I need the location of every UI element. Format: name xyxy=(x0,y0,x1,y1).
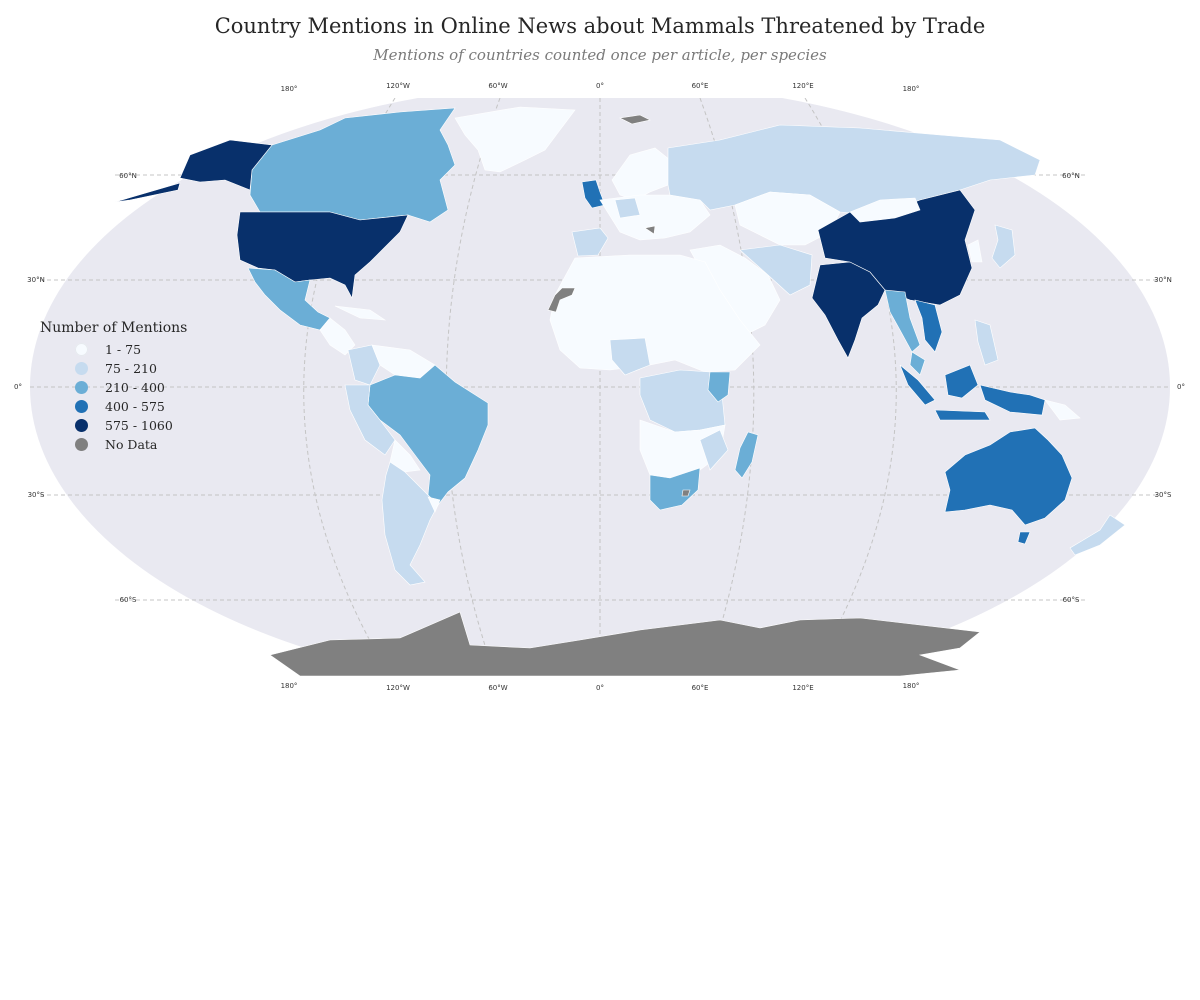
country-myanmar-thailand xyxy=(884,289,921,353)
country-indonesia-java xyxy=(934,409,991,421)
country-madagascar xyxy=(734,431,759,479)
country-kazakhstan xyxy=(734,191,841,246)
lon-label: 120°E xyxy=(792,82,813,90)
lat-label: 30°S xyxy=(1155,491,1172,499)
lon-label: 120°E xyxy=(792,684,813,692)
lon-label: 0° xyxy=(596,82,604,90)
country-tasmania xyxy=(1017,531,1031,545)
country-malaysia xyxy=(909,351,926,376)
country-korea xyxy=(967,239,983,263)
country-philippines xyxy=(974,319,999,366)
country-svalbard xyxy=(619,114,651,125)
right-lat-labels: 60°N 30°N 0° 30°S 60°S xyxy=(1062,172,1185,604)
legend-swatch xyxy=(75,419,88,432)
country-indonesia-borneo xyxy=(944,364,979,399)
lon-label: 180° xyxy=(281,682,298,690)
country-brazil xyxy=(367,364,489,506)
country-mongolia xyxy=(849,197,921,223)
legend-item: 400 - 575 xyxy=(40,397,187,416)
map-subtitle: Mentions of countries counted once per a… xyxy=(373,46,827,64)
lat-label: 0° xyxy=(1177,383,1185,391)
country-kenya xyxy=(707,371,731,403)
legend-swatch xyxy=(75,381,88,394)
country-bolivia xyxy=(389,439,421,473)
country-western-sahara xyxy=(547,287,576,313)
lon-label: 180° xyxy=(903,682,920,690)
lat-label: 60°N xyxy=(119,172,137,180)
country-vietnam xyxy=(914,299,943,353)
country-central-america xyxy=(319,317,356,356)
map-legend: Number of Mentions 1 - 75 75 - 210 210 - 4… xyxy=(40,320,187,454)
country-greenland xyxy=(454,106,576,173)
country-small-nodata-1 xyxy=(644,225,656,235)
country-iran xyxy=(739,244,813,296)
country-uruguay xyxy=(427,496,441,513)
lon-label: 60°E xyxy=(692,82,709,90)
map-title: Country Mentions in Online News about Ma… xyxy=(214,14,986,38)
legend-label: No Data xyxy=(105,437,158,452)
legend-label: 210 - 400 xyxy=(105,380,165,395)
country-japan xyxy=(991,224,1016,269)
lat-label: 30°N xyxy=(1154,276,1172,284)
country-germany xyxy=(614,197,641,219)
legend-item: 1 - 75 xyxy=(40,340,187,359)
country-canada xyxy=(249,107,456,223)
country-new-zealand xyxy=(1069,514,1126,556)
legend-label: 575 - 1060 xyxy=(105,418,173,433)
legend-item: No Data xyxy=(40,435,187,454)
country-argentina xyxy=(381,461,439,586)
legend-items: 1 - 75 75 - 210 210 - 400 400 - 575 575 - 10… xyxy=(40,340,187,454)
legend-swatch xyxy=(75,400,88,413)
lat-label: 30°S xyxy=(28,491,45,499)
legend-swatch xyxy=(75,438,88,451)
lat-label: 60°S xyxy=(120,596,137,604)
countries xyxy=(114,106,1126,676)
lon-label: 120°W xyxy=(386,684,410,692)
top-lon-labels: 180° 120°W 60°W 0° 60°E 120°E 180° xyxy=(281,82,920,93)
lon-label: 180° xyxy=(903,85,920,93)
country-south-africa xyxy=(649,467,701,511)
legend-label: 75 - 210 xyxy=(105,361,157,376)
country-png xyxy=(1044,399,1081,421)
country-australia xyxy=(944,427,1073,526)
country-lesotho xyxy=(681,489,691,497)
bottom-lon-labels: 180° 120°W 60°W 0° 60°E 120°E 180° xyxy=(281,682,920,692)
country-usa xyxy=(236,211,409,299)
country-colombia xyxy=(347,344,381,386)
lat-label: 30°N xyxy=(27,276,45,284)
legend-swatch xyxy=(75,362,88,375)
country-nigeria xyxy=(609,337,651,376)
country-usa-alaska-islands xyxy=(114,182,181,203)
country-usa-alaska xyxy=(179,139,273,191)
left-lat-labels: 60°N 30°N 0° 30°S 60°S xyxy=(14,172,137,604)
legend-item: 575 - 1060 xyxy=(40,416,187,435)
legend-swatch xyxy=(75,343,88,356)
country-indonesia-east xyxy=(979,384,1046,416)
legend-title: Number of Mentions xyxy=(40,320,188,336)
lon-label: 60°W xyxy=(488,82,507,90)
lat-label: 0° xyxy=(14,383,22,391)
lon-label: 60°E xyxy=(692,684,709,692)
legend-item: 75 - 210 xyxy=(40,359,187,378)
country-iberia xyxy=(571,227,609,257)
lat-label: 60°N xyxy=(1062,172,1080,180)
country-mozambique xyxy=(699,429,729,471)
country-antarctica xyxy=(269,611,981,676)
country-caribbean xyxy=(334,305,387,321)
lon-label: 60°W xyxy=(488,684,507,692)
lon-label: 120°W xyxy=(386,82,410,90)
lon-label: 0° xyxy=(596,684,604,692)
legend-label: 1 - 75 xyxy=(105,342,142,357)
lon-label: 180° xyxy=(281,85,298,93)
legend-item: 210 - 400 xyxy=(40,378,187,397)
country-indonesia-sumatra xyxy=(899,364,936,406)
lat-label: 60°S xyxy=(1063,596,1080,604)
legend-label: 400 - 575 xyxy=(105,399,165,414)
